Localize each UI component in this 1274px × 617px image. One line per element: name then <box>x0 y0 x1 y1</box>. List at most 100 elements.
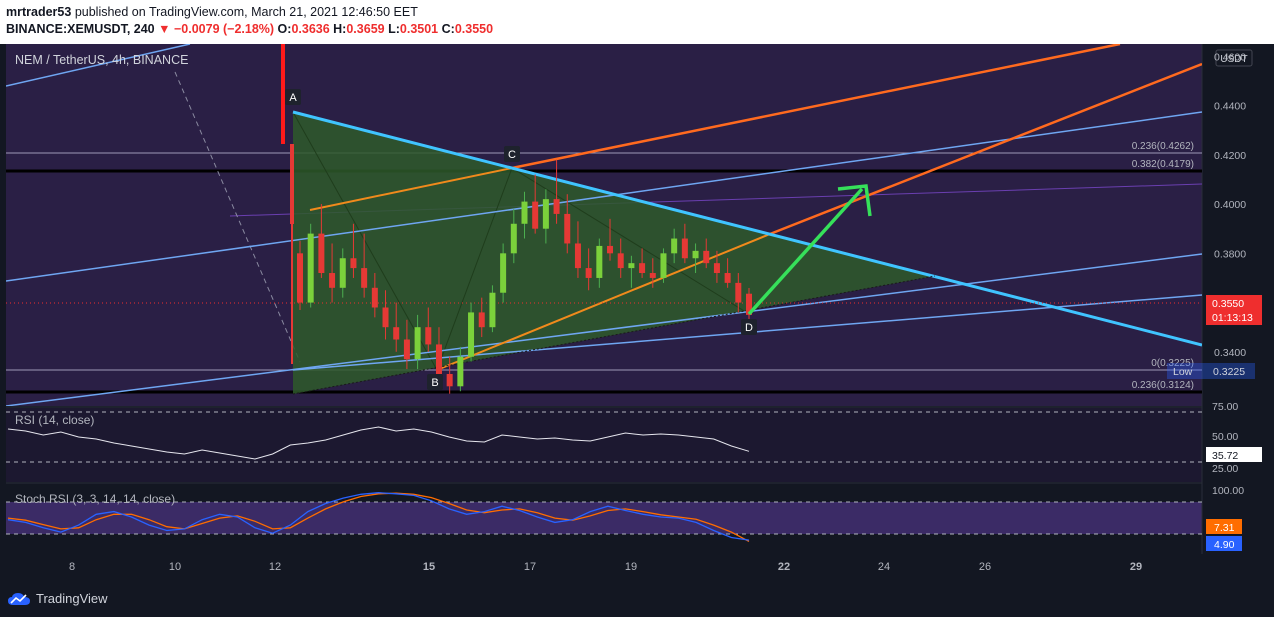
orange-channel-lower <box>436 233 771 371</box>
point-a-label: A <box>289 92 297 104</box>
candlestick-series <box>297 159 752 394</box>
time-tick-label: 10 <box>169 561 181 573</box>
time-tick-label: 26 <box>979 561 991 573</box>
time-tick-label: 22 <box>778 561 790 573</box>
candle-body <box>532 201 539 229</box>
rsi-tick-25: 25.00 <box>1212 463 1238 475</box>
high-label: H: <box>333 22 347 36</box>
tradingview-brand: TradingView <box>36 591 108 606</box>
fib-label-0236-top: 0.236(0.4262) <box>1132 141 1194 152</box>
stoch-k-line <box>7 492 750 541</box>
candle-body <box>329 273 336 288</box>
candle-body <box>617 253 624 269</box>
stoch-tick-100: 100.00 <box>1212 485 1244 497</box>
point-a-bg <box>285 89 301 105</box>
rsi-line <box>7 426 750 460</box>
current-price-value: 0.3550 <box>1212 298 1244 310</box>
dashed-guide-line <box>174 71 301 363</box>
rsi-pane-bg <box>6 408 1202 482</box>
footer: TradingView <box>0 584 1274 617</box>
low-value: 0.3501 <box>399 22 439 36</box>
low-label: L: <box>388 22 400 36</box>
candle-body <box>371 287 378 308</box>
candle-body <box>403 339 410 360</box>
high-value: 0.3659 <box>346 22 385 36</box>
candle-body <box>510 223 517 254</box>
rsi-tick-50: 50.00 <box>1212 431 1238 443</box>
candle-body <box>713 263 720 274</box>
candle-body <box>660 253 667 278</box>
stoch-d-value: 4.90 <box>1214 539 1235 551</box>
time-tick-label: 15 <box>423 561 435 573</box>
candle-body <box>585 268 592 278</box>
chart-canvas[interactable]: NEM / TetherUS, 4h, BINANCE A C B D 0.23… <box>0 44 1274 584</box>
symmetrical-triangle[interactable] <box>293 112 935 394</box>
candle-body <box>489 292 496 328</box>
price-tick-label: 0.4200 <box>1214 150 1246 162</box>
candle-body <box>478 312 485 328</box>
fib-label-0236-bottom: 0.236(0.3124) <box>1132 380 1194 391</box>
candle-body <box>318 233 325 274</box>
time-axis[interactable]: 8 10 12 15 17 19 22 24 26 29 <box>69 561 1142 573</box>
point-c-bg <box>504 146 520 162</box>
abcd-pattern-line <box>292 111 750 372</box>
triangle-resistance-line[interactable] <box>292 110 1202 347</box>
change-down-icon: ▼ <box>158 22 171 36</box>
candle-body <box>649 273 656 278</box>
candle-body <box>703 250 710 264</box>
low-tag-bg <box>1167 363 1255 379</box>
candle-body <box>692 250 699 259</box>
candle-body <box>681 238 688 259</box>
triangle-support-line <box>292 275 936 395</box>
symbol-label: BINANCE:XEMUSDT, 240 <box>6 22 155 36</box>
close-label: C: <box>441 22 455 36</box>
candle-body <box>500 253 507 293</box>
point-d-label: D <box>745 322 753 334</box>
countdown-value: 01:13:13 <box>1212 312 1253 324</box>
published-text: published on TradingView.com, March 21, … <box>74 5 418 19</box>
candle-body <box>735 282 742 303</box>
projection-arrow <box>747 187 864 316</box>
spike-candle <box>281 44 285 144</box>
candle-body <box>746 293 752 315</box>
candle-body <box>457 356 464 387</box>
stoch-d-tag <box>1206 536 1242 551</box>
candle-body <box>553 199 560 214</box>
candle-body <box>414 327 421 360</box>
ohlc-line: BINANCE:XEMUSDT, 240 ▼ −0.0079 (−2.18%) … <box>6 22 493 36</box>
candle-body <box>446 373 453 387</box>
price-axis[interactable]: 0.46000.44000.42000.40000.38000.36000.34… <box>1214 51 1246 359</box>
time-tick-label: 12 <box>269 561 281 573</box>
point-d-bg <box>741 319 757 335</box>
publish-header: mrtrader53 published on TradingView.com,… <box>0 0 1274 44</box>
candle-body <box>596 245 603 278</box>
publisher-name[interactable]: mrtrader53 <box>6 5 72 19</box>
candle-body <box>564 213 571 244</box>
channel-line-top <box>6 44 191 87</box>
candle-body <box>393 327 400 340</box>
candle-body <box>350 258 357 269</box>
stoch-label: Stoch RSI (3, 3, 14, 14, close) <box>15 492 175 506</box>
rsi-label: RSI (14, close) <box>15 413 94 427</box>
stoch-d-line <box>7 492 750 542</box>
candle-body <box>607 245 614 254</box>
price-tick-label: 0.4600 <box>1214 51 1246 63</box>
rsi-value-tag <box>1206 447 1262 462</box>
open-label: O: <box>277 22 292 36</box>
close-value: 0.3550 <box>454 22 494 36</box>
price-tick-label: 0.3400 <box>1214 347 1246 359</box>
fib-label-0: 0(0.3225) <box>1151 358 1194 369</box>
currency-badge[interactable] <box>1215 49 1253 67</box>
candle-body <box>628 263 635 269</box>
stoch-k-tag <box>1206 519 1242 534</box>
chart-title: NEM / TetherUS, 4h, BINANCE <box>15 53 188 67</box>
candle-body <box>542 199 549 229</box>
rsi-value: 35.72 <box>1212 450 1238 462</box>
candle-body <box>307 233 314 303</box>
time-tick-label: 17 <box>524 561 536 573</box>
chart-area[interactable]: NEM / TetherUS, 4h, BINANCE A C B D 0.23… <box>0 44 1274 584</box>
time-axis-bg <box>6 554 1202 584</box>
time-tick-label: 19 <box>625 561 637 573</box>
current-price-tag <box>1206 295 1262 325</box>
tradingview-logo[interactable]: TradingView <box>8 591 108 606</box>
